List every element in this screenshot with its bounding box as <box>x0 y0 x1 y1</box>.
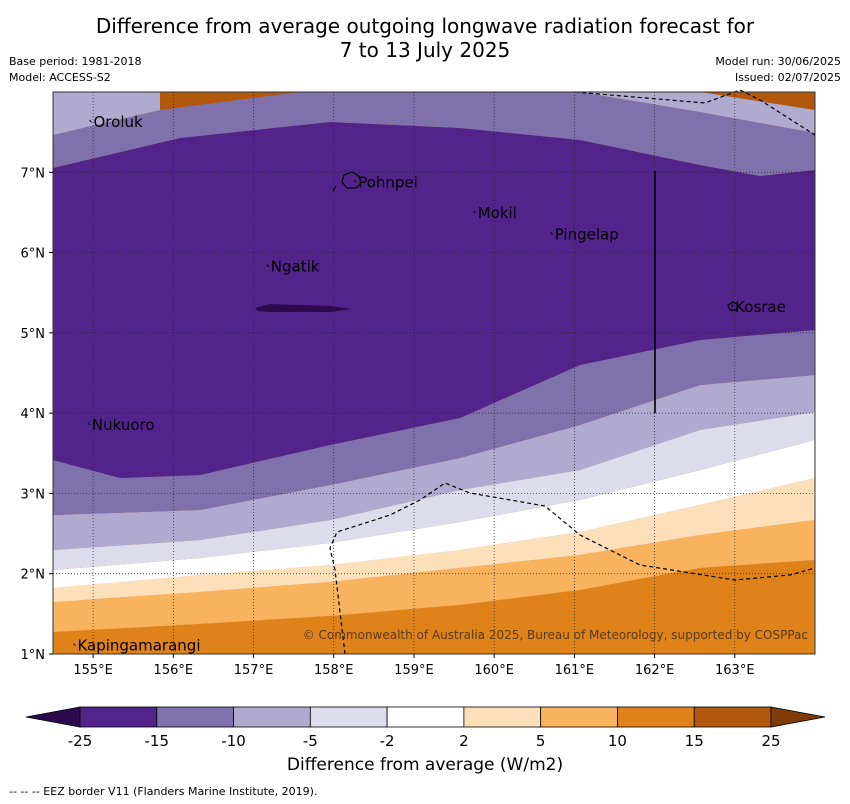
colorbar-title: Difference from average (W/m2) <box>286 755 564 775</box>
lon-tick-label: 155°E <box>73 663 113 678</box>
colorbar-tick-label: 10 <box>608 732 627 750</box>
place-marker <box>266 264 270 267</box>
graticule <box>53 92 815 654</box>
place-label: Mokil <box>478 204 517 222</box>
lon-tick-label: 160°E <box>474 663 514 678</box>
place-label: Pohnpei <box>358 173 418 191</box>
place-marker <box>87 422 91 426</box>
colorbar-tick-label: -2 <box>380 732 395 750</box>
lon-tick-label: 156°E <box>154 663 194 678</box>
place-label: Kosrae <box>735 298 786 316</box>
colorbar-tick-label: 2 <box>459 732 469 750</box>
colorbar: -25 -15 -10 -5 -2 2 5 10 15 25 <box>25 706 826 750</box>
lat-tick-label: 3°N <box>21 487 46 502</box>
title-line-2: 7 to 13 July 2025 <box>339 38 511 62</box>
place-label: Ngatik <box>271 258 320 276</box>
island-outlines <box>332 171 739 311</box>
colorbar-segment <box>79 706 158 728</box>
lat-tick-label: 7°N <box>21 166 46 181</box>
colorbar-segment <box>156 706 234 728</box>
lat-tick-label: 1°N <box>21 648 46 663</box>
colorbar-tick-label: 15 <box>685 732 704 750</box>
place-marker <box>550 232 554 235</box>
model-run: Model run: 30/06/2025 <box>715 55 841 68</box>
colorbar-segment <box>617 706 695 728</box>
colorbar-segment <box>309 706 388 728</box>
lon-tick-label: 163°E <box>715 663 755 678</box>
colorbar-tick-label: -10 <box>221 732 246 750</box>
colorbar-tick-label: -25 <box>68 732 93 750</box>
lon-tick-label: 159°E <box>394 663 434 678</box>
band-neg10-neg5-top <box>53 92 815 135</box>
lat-tick-label: 2°N <box>21 568 46 583</box>
meta-right: Model run: 30/06/2025 Issued: 02/07/2025 <box>715 54 841 86</box>
place-label: Pingelap <box>555 226 619 244</box>
band-neg15-neg10-top <box>53 92 815 176</box>
lon-tick-label: 161°E <box>555 663 595 678</box>
lon-tick-label: 162°E <box>635 663 675 678</box>
place-label: Nukuoro <box>92 416 155 434</box>
plot-frame <box>52 91 816 655</box>
lat-tick-label: 6°N <box>21 247 46 262</box>
band-10-15-fill <box>53 560 815 654</box>
place-marker <box>730 304 734 308</box>
longitude-ticks: 155°E 156°E 157°E 158°E 159°E 160°E 161°E 162°E… <box>73 654 755 678</box>
band-neg25-neg15 <box>53 122 815 478</box>
kosrae-outline-icon <box>727 301 739 311</box>
place-marker <box>73 643 76 646</box>
lon-tick-label: 158°E <box>314 663 354 678</box>
place-marker <box>473 210 477 214</box>
copyright-notice: © Commonwealth of Australia 2025, Bureau… <box>303 628 808 642</box>
colorbar-segment <box>386 706 465 728</box>
base-period: Base period: 1981-2018 <box>9 55 142 68</box>
colorbar-segment <box>540 706 618 728</box>
footer-note: -- -- -- EEZ border V11 (Flanders Marine… <box>9 785 318 798</box>
eez-border-north <box>574 89 816 136</box>
meta-left: Base period: 1981-2018 Model: ACCESS-S2 <box>9 54 141 86</box>
model-name: Model: ACCESS-S2 <box>9 71 111 84</box>
band-below-neg25 <box>255 304 352 312</box>
colorbar-tick-label: -15 <box>145 732 170 750</box>
band-2-5-fill <box>53 478 815 602</box>
place-labels: Oroluk Pohnpei Mokil Pingelap Ngatik Kosrae Nu… <box>73 113 786 655</box>
pohnpei-outline-icon <box>341 171 362 189</box>
eez-border-south <box>329 482 816 655</box>
colorbar-segment <box>463 706 542 728</box>
colorbar-tick-label: 5 <box>536 732 546 750</box>
lon-tick-label: 157°E <box>234 663 274 678</box>
colorbar-tick-label: -5 <box>303 732 318 750</box>
place-marker <box>353 179 357 183</box>
colorbar-extend-low <box>25 706 81 728</box>
eez-border <box>329 89 816 655</box>
chart-title: Difference from average outgoing longwav… <box>0 14 850 62</box>
colorbar-segment <box>233 706 311 728</box>
anomaly-field <box>53 92 815 654</box>
lat-tick-label: 5°N <box>21 327 46 342</box>
colorbar-tick-label: 25 <box>761 732 780 750</box>
place-label: Oroluk <box>94 113 143 131</box>
latitude-ticks: 1°N 2°N 3°N 4°N 5°N 6°N 7°N <box>21 166 53 663</box>
place-marker <box>89 119 92 123</box>
issued-date: Issued: 02/07/2025 <box>734 71 841 84</box>
band-5-10-fill <box>53 520 815 632</box>
title-line-1: Difference from average outgoing longwav… <box>95 14 755 38</box>
band-neg10-neg5 <box>53 375 815 550</box>
place-label: Kapingamarangi <box>77 637 200 655</box>
lat-tick-label: 4°N <box>21 407 46 422</box>
band-neg5-neg2 <box>53 412 815 570</box>
colorbar-extend-high <box>770 706 826 728</box>
colorbar-segment <box>693 706 772 728</box>
band-neg2-2 <box>53 440 815 588</box>
band-neg15-neg10 <box>53 330 815 515</box>
